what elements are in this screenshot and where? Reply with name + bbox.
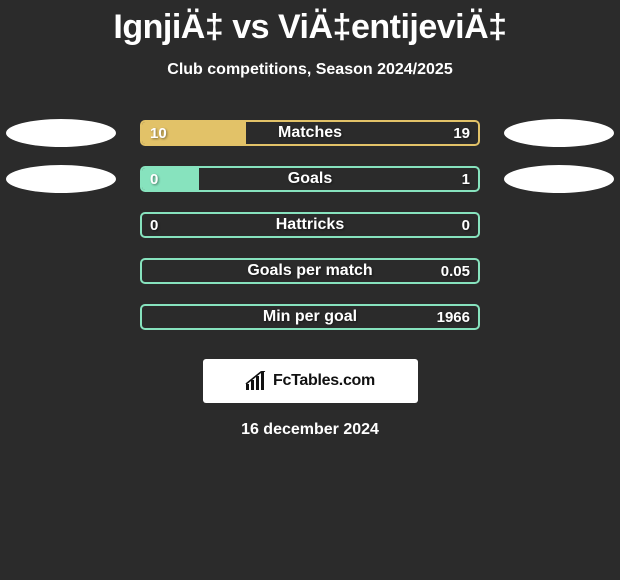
- page-title: IgnjiÄ‡ vs ViÄ‡entijeviÄ‡: [0, 0, 620, 47]
- source-badge[interactable]: FcTables.com: [203, 359, 418, 403]
- stat-value-right: 1: [462, 168, 470, 190]
- comparison-infographic: IgnjiÄ‡ vs ViÄ‡entijeviÄ‡ Club competiti…: [0, 0, 620, 439]
- stat-bar: 1966Min per goal: [140, 304, 480, 330]
- player-oval-left: [6, 119, 116, 147]
- stat-rows: 1019Matches01Goals00Hattricks0.05Goals p…: [0, 115, 620, 345]
- stat-value-right: 19: [453, 122, 470, 144]
- stat-value-right: 0: [462, 214, 470, 236]
- stat-row: 01Goals: [0, 161, 620, 207]
- source-badge-text: FcTables.com: [273, 372, 375, 390]
- bar-chart-icon: [245, 371, 267, 391]
- stat-bar: 01Goals: [140, 166, 480, 192]
- stat-row: 1966Min per goal: [0, 299, 620, 345]
- stat-bar: 0.05Goals per match: [140, 258, 480, 284]
- stat-bar: 0 0Hattricks: [140, 212, 480, 238]
- stat-label: Goals per match: [142, 260, 478, 282]
- stat-value-left: 10: [150, 122, 167, 144]
- stat-row: 0 0Hattricks: [0, 207, 620, 253]
- player-oval-right: [504, 119, 614, 147]
- stat-value-left: 0: [150, 168, 158, 190]
- stat-value-left: 0: [150, 214, 158, 236]
- stat-value-right: 0.05: [441, 260, 470, 282]
- stat-row: 1019Matches: [0, 115, 620, 161]
- date: 16 december 2024: [0, 421, 620, 439]
- player-oval-right: [504, 165, 614, 193]
- stat-label: Min per goal: [142, 306, 478, 328]
- stat-value-right: 1966: [437, 306, 470, 328]
- stat-bar: 1019Matches: [140, 120, 480, 146]
- stat-row: 0.05Goals per match: [0, 253, 620, 299]
- player-oval-left: [6, 165, 116, 193]
- stat-label: Hattricks: [142, 214, 478, 236]
- subtitle: Club competitions, Season 2024/2025: [0, 61, 620, 79]
